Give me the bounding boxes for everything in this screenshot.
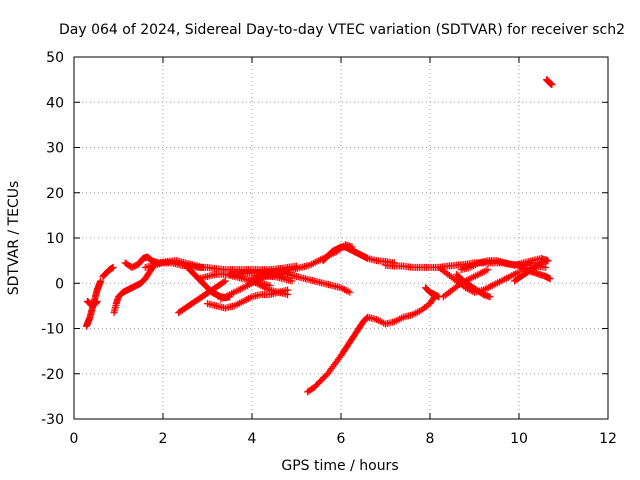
- series-arc-14: [319, 243, 398, 267]
- x-tick-label: 0: [70, 431, 79, 447]
- axis-ticks: [73, 56, 609, 420]
- series-arc-03: [99, 263, 117, 280]
- series-arc-01: [82, 277, 105, 330]
- x-axis-label: GPS time / hours: [281, 458, 398, 474]
- data-point: [109, 263, 117, 271]
- series-arc-15: [248, 270, 354, 296]
- y-tick-labels: -30 -20 -10 0 10 20 30 40 50: [41, 50, 64, 428]
- x-tick-label: 4: [248, 431, 257, 447]
- data-marks: [82, 76, 556, 396]
- y-tick-label: -30: [41, 412, 64, 428]
- x-tick-label: 10: [510, 431, 528, 447]
- y-axis-label: SDTVAR / TECUs: [6, 181, 22, 296]
- series-arc-18: [422, 284, 443, 301]
- x-tick-labels: 0 2 4 6 8 10 12: [70, 431, 617, 447]
- data-point: [97, 277, 105, 285]
- data-point: [542, 263, 550, 271]
- data-point: [220, 278, 228, 286]
- data-point: [93, 297, 101, 305]
- series-arc-02: [83, 297, 101, 310]
- x-tick-label: 6: [337, 431, 346, 447]
- y-tick-label: -20: [41, 367, 64, 383]
- data-point: [288, 277, 296, 285]
- data-point: [486, 293, 494, 301]
- data-point: [544, 257, 552, 265]
- data-point: [346, 288, 354, 296]
- y-tick-label: 0: [55, 276, 64, 292]
- y-tick-label: 40: [46, 95, 64, 111]
- series-arc-25: [543, 76, 556, 89]
- series-arc-22: [453, 270, 494, 301]
- data-point: [221, 277, 229, 285]
- series-arc-09: [204, 286, 292, 312]
- y-tick-label: 20: [46, 186, 64, 202]
- y-tick-label: 50: [46, 50, 64, 66]
- data-point: [284, 291, 292, 299]
- series-arc-16: [304, 293, 438, 396]
- data-point: [548, 81, 556, 89]
- y-tick-label: 30: [46, 141, 64, 157]
- y-tick-label: -10: [41, 322, 64, 338]
- x-tick-label: 12: [599, 431, 617, 447]
- x-tick-label: 2: [159, 431, 168, 447]
- grid-lines: [74, 57, 608, 419]
- x-tick-label: 8: [426, 431, 435, 447]
- series-arc-24: [515, 263, 554, 283]
- series-arc-04: [110, 261, 158, 317]
- data-point: [484, 266, 492, 274]
- y-tick-label: 10: [46, 231, 64, 247]
- chart-title: Day 064 of 2024, Sidereal Day-to-day VTE…: [59, 22, 625, 38]
- data-point: [546, 275, 554, 283]
